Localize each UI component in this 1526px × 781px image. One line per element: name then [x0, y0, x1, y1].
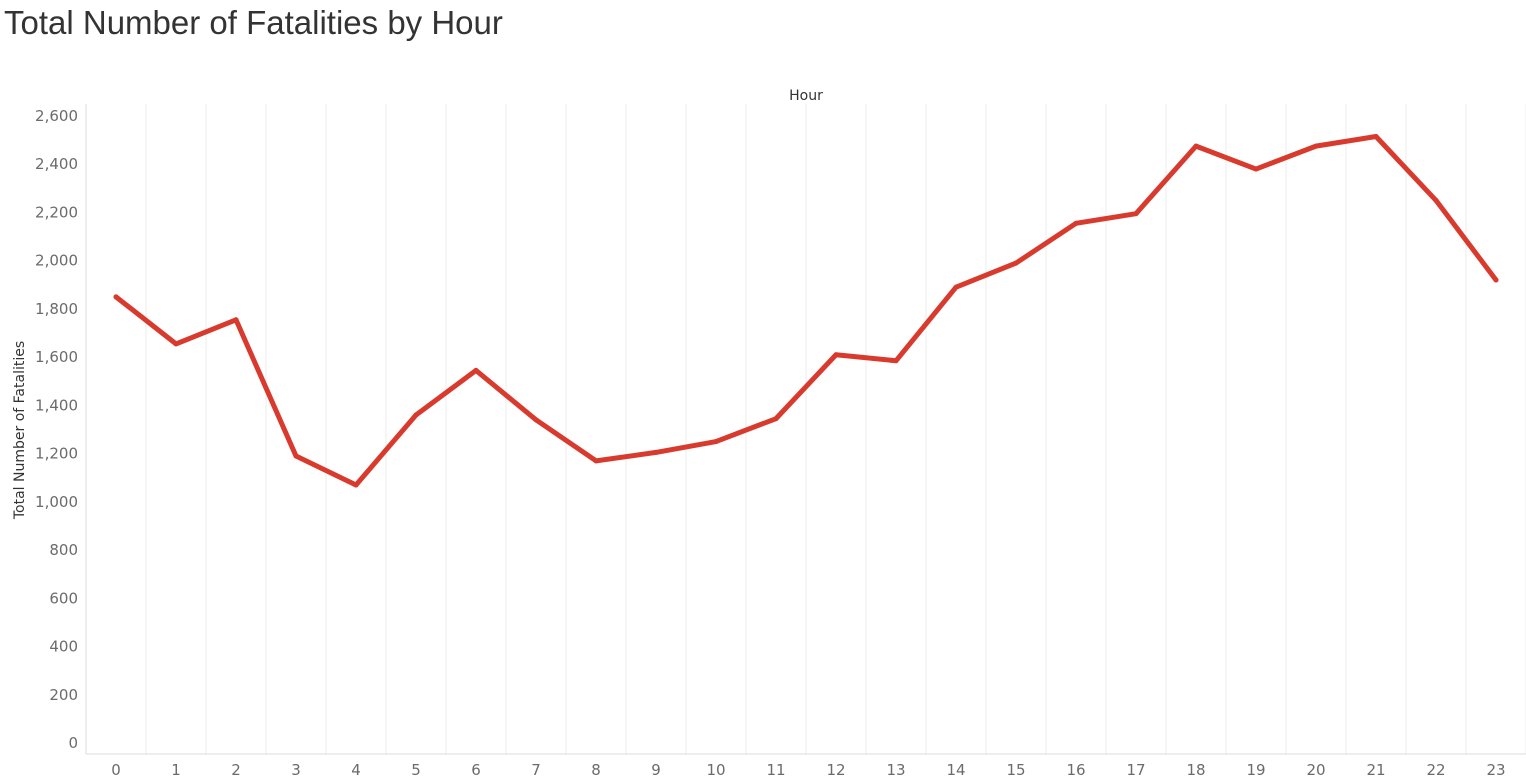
data-point	[233, 317, 239, 323]
data-point	[653, 449, 659, 455]
data-point	[1253, 166, 1259, 172]
y-tick-label: 2,200	[35, 203, 78, 221]
data-point	[713, 439, 719, 445]
data-point	[173, 341, 179, 347]
data-point	[773, 416, 779, 422]
y-tick-label: 600	[49, 589, 78, 607]
data-point	[473, 367, 479, 373]
y-tick-label: 1,200	[35, 445, 78, 463]
data-point	[1013, 260, 1019, 266]
data-point	[953, 284, 959, 290]
x-tick-label: 13	[886, 761, 905, 779]
data-point	[1313, 143, 1319, 149]
y-axis-ticks: 0 200 400 600 800 1,000 1,200 1,400 1,600 1,800 2,…	[35, 107, 78, 752]
x-tick-label: 3	[291, 761, 301, 779]
grid-lines	[85, 104, 1526, 754]
y-tick-label: 2,000	[35, 252, 78, 270]
data-point	[533, 417, 539, 423]
y-tick-label: 400	[49, 638, 78, 656]
x-tick-label: 1	[171, 761, 181, 779]
x-tick-label: 21	[1366, 761, 1385, 779]
y-tick-label: 1,000	[35, 493, 78, 511]
x-tick-label: 19	[1246, 761, 1265, 779]
y-tick-label: 200	[49, 686, 78, 704]
data-point	[1373, 133, 1379, 139]
x-axis-title: Hour	[789, 88, 823, 104]
y-tick-label: 1,400	[35, 396, 78, 414]
x-tick-label: 12	[826, 761, 845, 779]
x-tick-label: 15	[1006, 761, 1025, 779]
x-tick-label: 23	[1486, 761, 1505, 779]
x-tick-label: 17	[1126, 761, 1145, 779]
axes	[85, 104, 1526, 755]
x-tick-label: 6	[471, 761, 481, 779]
x-tick-label: 10	[706, 761, 725, 779]
series-lines	[113, 133, 1499, 488]
data-point	[353, 482, 359, 488]
data-point	[833, 352, 839, 358]
x-tick-label: 5	[411, 761, 421, 779]
data-point	[293, 453, 299, 459]
y-tick-label: 1,800	[35, 300, 78, 318]
data-point	[593, 458, 599, 464]
data-point	[1493, 277, 1499, 283]
y-tick-label: 0	[68, 734, 78, 752]
x-tick-label: 14	[946, 761, 965, 779]
x-axis-ticks: 0 1 2 3 4 5 6 7 8 9 10 11 12 13 14 15 16 17 18 19 20 21 22 23	[111, 761, 1505, 779]
y-tick-label: 2,600	[35, 107, 78, 125]
data-point	[1193, 143, 1199, 149]
x-tick-label: 11	[766, 761, 785, 779]
x-tick-label: 8	[591, 761, 601, 779]
x-tick-label: 22	[1426, 761, 1445, 779]
data-point	[113, 294, 119, 300]
y-tick-label: 2,400	[35, 155, 78, 173]
x-tick-label: 0	[111, 761, 121, 779]
y-tick-label: 1,600	[35, 348, 78, 366]
x-tick-label: 4	[351, 761, 361, 779]
data-point	[1133, 211, 1139, 217]
x-tick-label: 9	[651, 761, 661, 779]
data-point	[1433, 197, 1439, 203]
y-axis-title: Total Number of Fatalities	[12, 341, 28, 520]
x-tick-label: 18	[1186, 761, 1205, 779]
x-tick-label: 16	[1066, 761, 1085, 779]
chart-title: Total Number of Fatalities by Hour	[4, 4, 503, 41]
x-tick-label: 7	[531, 761, 541, 779]
series-line	[113, 133, 1499, 488]
y-tick-label: 800	[49, 541, 78, 559]
x-tick-label: 20	[1306, 761, 1325, 779]
data-point	[1073, 220, 1079, 226]
data-point	[413, 412, 419, 418]
data-point	[893, 358, 899, 364]
x-tick-label: 2	[231, 761, 241, 779]
